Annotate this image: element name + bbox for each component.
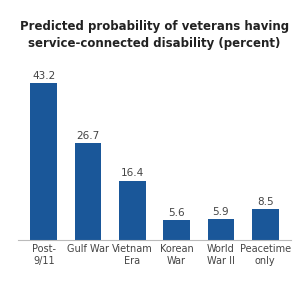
Text: 16.4: 16.4 [121, 168, 144, 178]
Title: Predicted probability of veterans having
service-connected disability (percent): Predicted probability of veterans having… [20, 21, 289, 50]
Bar [208, 219, 234, 240]
Bar [30, 83, 57, 240]
Text: 5.9: 5.9 [213, 207, 229, 217]
Bar [252, 209, 279, 240]
Text: 8.5: 8.5 [257, 197, 274, 207]
Text: 5.6: 5.6 [168, 208, 185, 218]
Bar [75, 143, 101, 240]
Text: 43.2: 43.2 [32, 71, 55, 81]
Bar [164, 220, 190, 240]
Text: 26.7: 26.7 [76, 131, 100, 141]
Bar [119, 181, 146, 240]
